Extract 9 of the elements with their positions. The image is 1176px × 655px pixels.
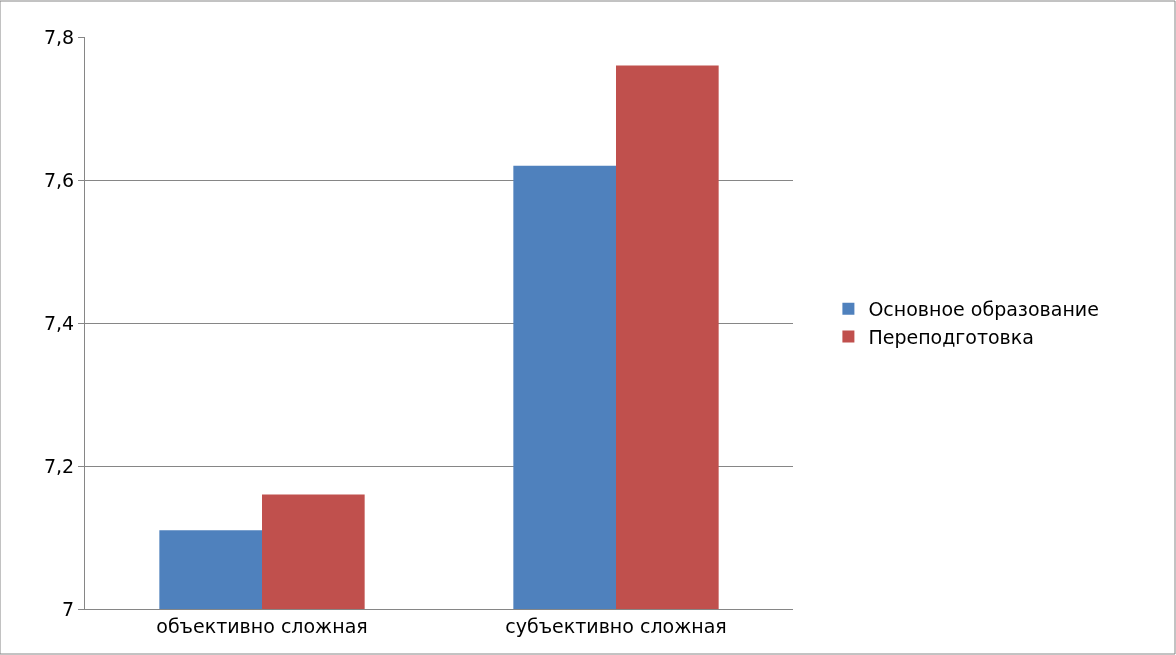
y-tick-label: 7 [62,597,75,620]
legend-label: Переподготовка [868,325,1034,348]
x-tick-label: объективно сложная [156,614,368,637]
y-tick-label: 7,2 [43,454,75,477]
y-tick-label: 7,4 [43,311,75,334]
x-tick-label: субъективно сложная [505,614,727,637]
y-tick-label: 7,8 [43,25,75,48]
legend-label: Основное образование [868,298,1099,321]
y-tick-label: 7,6 [43,168,75,191]
